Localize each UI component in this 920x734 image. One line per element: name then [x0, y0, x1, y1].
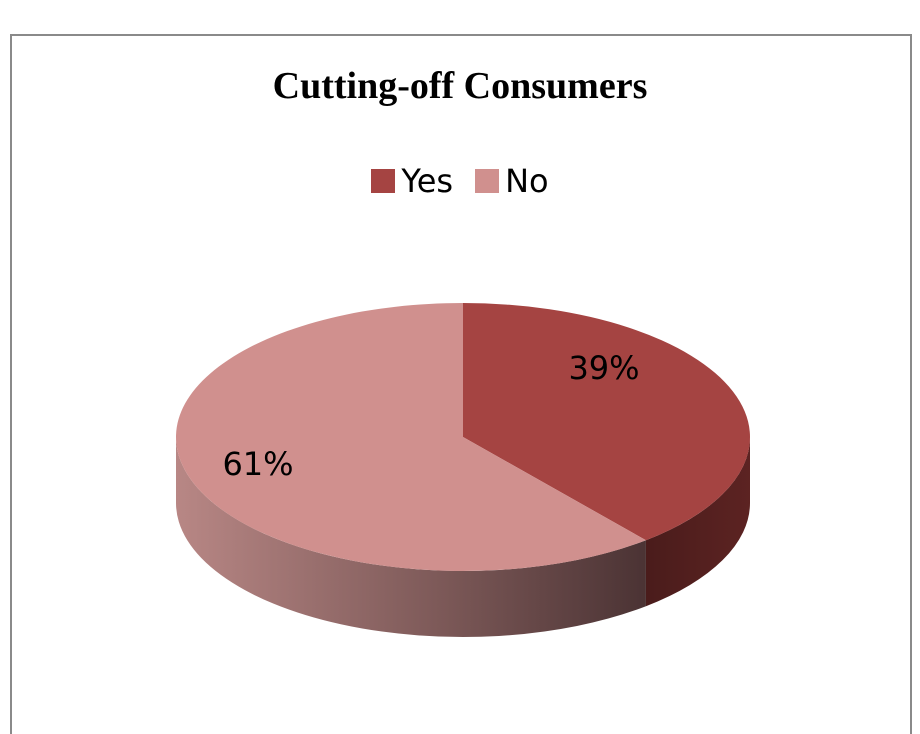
chart-title: Cutting-off Consumers	[272, 65, 648, 107]
pie-tops	[176, 303, 750, 571]
pie-side-no	[176, 437, 646, 637]
legend: Yes No	[0, 162, 920, 200]
legend-item-no: No	[475, 162, 549, 200]
pie-slice-no	[176, 303, 646, 571]
legend-label-no: No	[505, 162, 549, 200]
pie-side-yes	[645, 437, 750, 607]
pie-sides	[176, 437, 750, 637]
chart-frame	[10, 34, 912, 734]
legend-item-yes: Yes	[371, 162, 453, 200]
data-label-no: 61%	[222, 445, 293, 483]
pie-slice-yes	[463, 303, 750, 541]
legend-swatch-no	[475, 169, 500, 193]
legend-label-yes: Yes	[401, 162, 454, 200]
data-label-yes: 39%	[568, 349, 639, 387]
legend-swatch-yes	[371, 169, 396, 193]
pie-labels: 39% 61%	[222, 349, 639, 483]
pie-chart: 39% 61%	[176, 303, 750, 637]
